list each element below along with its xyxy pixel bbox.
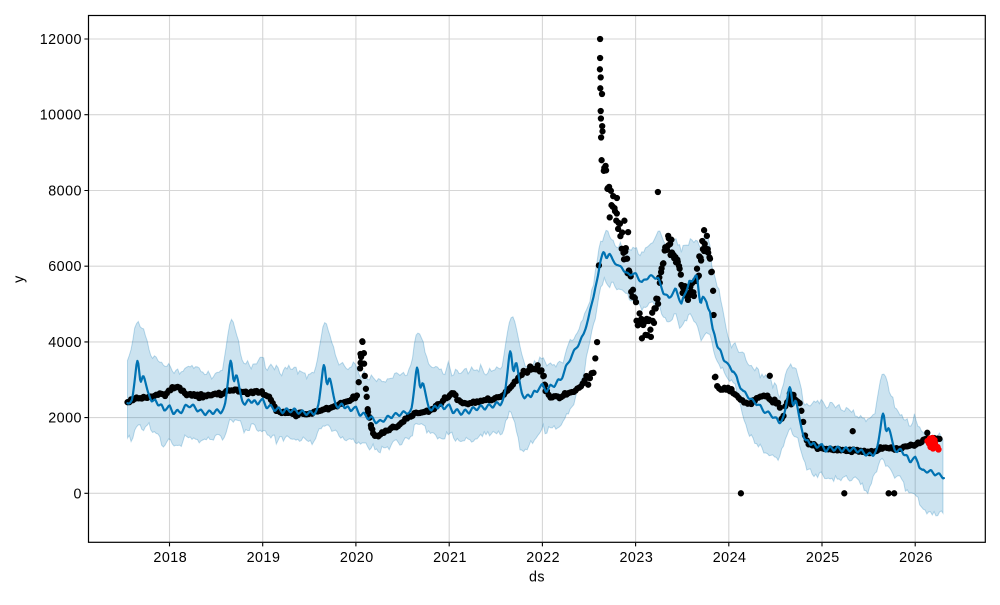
svg-text:2026: 2026 xyxy=(899,550,933,566)
svg-text:2000: 2000 xyxy=(48,411,82,427)
svg-text:2021: 2021 xyxy=(433,550,467,566)
svg-text:2025: 2025 xyxy=(806,550,840,566)
svg-text:2022: 2022 xyxy=(526,550,560,566)
svg-text:2018: 2018 xyxy=(153,550,187,566)
svg-text:12000: 12000 xyxy=(40,32,82,48)
svg-text:y: y xyxy=(12,275,28,283)
svg-text:2023: 2023 xyxy=(619,550,653,566)
svg-text:8000: 8000 xyxy=(48,184,82,200)
svg-text:6000: 6000 xyxy=(48,259,82,275)
svg-text:4000: 4000 xyxy=(48,335,82,351)
svg-text:ds: ds xyxy=(529,570,545,586)
svg-text:10000: 10000 xyxy=(40,108,82,124)
svg-text:2024: 2024 xyxy=(713,550,747,566)
svg-text:2020: 2020 xyxy=(340,550,374,566)
svg-text:0: 0 xyxy=(74,486,82,502)
svg-text:2019: 2019 xyxy=(247,550,281,566)
